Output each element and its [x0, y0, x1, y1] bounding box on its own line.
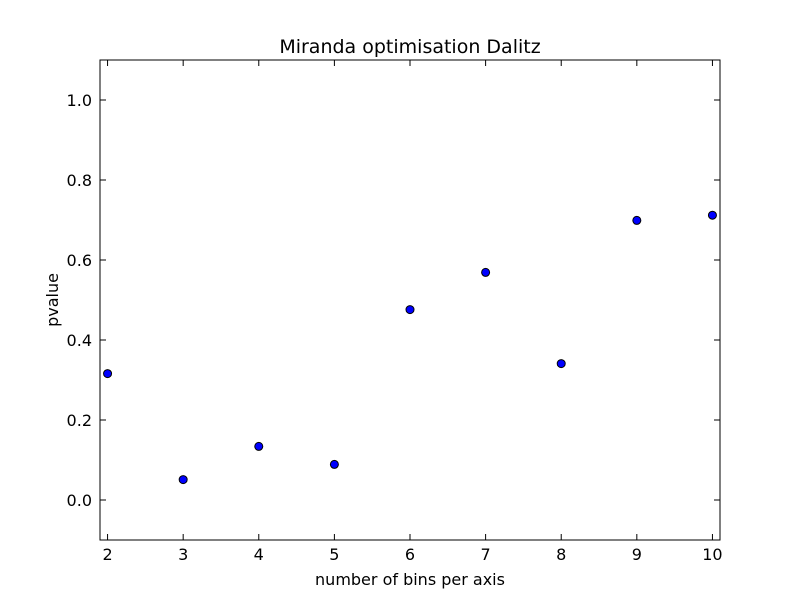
- data-point: [405, 305, 415, 315]
- x-tick-label: 8: [556, 545, 566, 564]
- points-layer: [103, 210, 717, 485]
- x-tick-label: 5: [329, 545, 339, 564]
- data-point: [103, 369, 113, 379]
- y-tick-label: 0.6: [67, 251, 92, 270]
- x-tick-label: 9: [632, 545, 642, 564]
- x-tick-label: 2: [102, 545, 112, 564]
- data-point: [254, 441, 264, 451]
- data-point: [707, 210, 717, 220]
- data-point: [556, 359, 566, 369]
- x-tick-label: 4: [254, 545, 264, 564]
- y-tick-label: 0.8: [67, 171, 92, 190]
- x-tick-label: 10: [702, 545, 722, 564]
- y-tick-label: 0.4: [67, 331, 92, 350]
- data-point: [329, 459, 339, 469]
- plot-frame: [99, 59, 721, 541]
- x-axis-label: number of bins per axis: [315, 570, 505, 589]
- data-point: [178, 475, 188, 485]
- chart-title: Miranda optimisation Dalitz: [279, 36, 540, 58]
- y-tick-label: 0.2: [67, 411, 92, 430]
- y-tick-label: 0.0: [67, 491, 92, 510]
- data-point: [481, 267, 491, 277]
- y-axis-label: pvalue: [43, 273, 62, 327]
- x-tick-label: 3: [178, 545, 188, 564]
- ticks-layer: 2 3 4 5 6 7 8 9 10 0.0 0.2 0.4 0.6 0.8 1.0: [67, 60, 723, 564]
- y-tick-label: 1.0: [67, 91, 92, 110]
- x-tick-label: 6: [405, 545, 415, 564]
- x-tick-label: 7: [481, 545, 491, 564]
- data-point: [632, 215, 642, 225]
